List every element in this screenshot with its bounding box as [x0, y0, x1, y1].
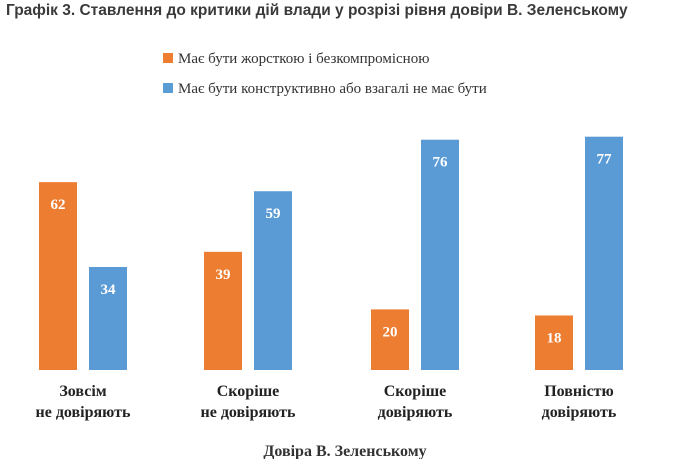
legend-swatch-1 — [163, 53, 173, 63]
bar-series2-cat2 — [254, 191, 292, 370]
bar-series1-cat3 — [371, 309, 409, 370]
category-label-2-line-2: не довіряють — [201, 404, 297, 421]
category-label-3-line-1: Скоріше — [384, 383, 447, 400]
bars — [39, 136, 623, 370]
category-label-4-line-1: Повністю — [544, 383, 614, 400]
category-label-3-line-2: довіряють — [378, 404, 453, 421]
value-label-series2-cat1: 34 — [101, 282, 117, 298]
value-label-series2-cat2: 59 — [266, 206, 281, 222]
legend-swatch-2 — [163, 83, 173, 93]
value-label-series2-cat3: 76 — [433, 155, 449, 171]
category-label-4-line-2: довіряють — [542, 404, 617, 421]
bar-series2-cat1 — [89, 266, 127, 370]
legend: Має бути жорсткою і безкомпромісною Має б… — [163, 51, 487, 97]
chart-title: Графік 3. Ставлення до критики дій влади… — [6, 2, 628, 19]
category-label-1-line-1: Зовсім — [59, 383, 106, 400]
category-label-2-line-1: Скоріше — [217, 383, 280, 400]
value-label-series1-cat1: 62 — [51, 197, 66, 213]
x-axis-title: Довіра В. Зеленському — [263, 443, 426, 459]
legend-label-1: Має бути жорсткою і безкомпромісною — [178, 51, 429, 67]
value-labels: 62 34 39 59 20 76 18 77 — [51, 152, 613, 347]
value-label-series2-cat4: 77 — [597, 152, 613, 168]
value-label-series1-cat4: 18 — [547, 330, 562, 346]
bar-series2-cat4 — [585, 136, 623, 370]
category-labels: Зовсім не довіряють Скоріше не довіряють Ско… — [36, 383, 617, 421]
bar-series2-cat3 — [421, 139, 459, 370]
value-label-series1-cat3: 20 — [383, 324, 398, 340]
bar-series1-cat2 — [204, 251, 242, 370]
legend-label-2: Має бути конструктивно або взагалі не ма… — [178, 81, 487, 97]
bar-series1-cat1 — [39, 182, 77, 370]
value-label-series1-cat2: 39 — [216, 267, 231, 283]
bar-series1-cat4 — [535, 315, 573, 370]
category-label-1-line-2: не довіряють — [36, 404, 132, 421]
